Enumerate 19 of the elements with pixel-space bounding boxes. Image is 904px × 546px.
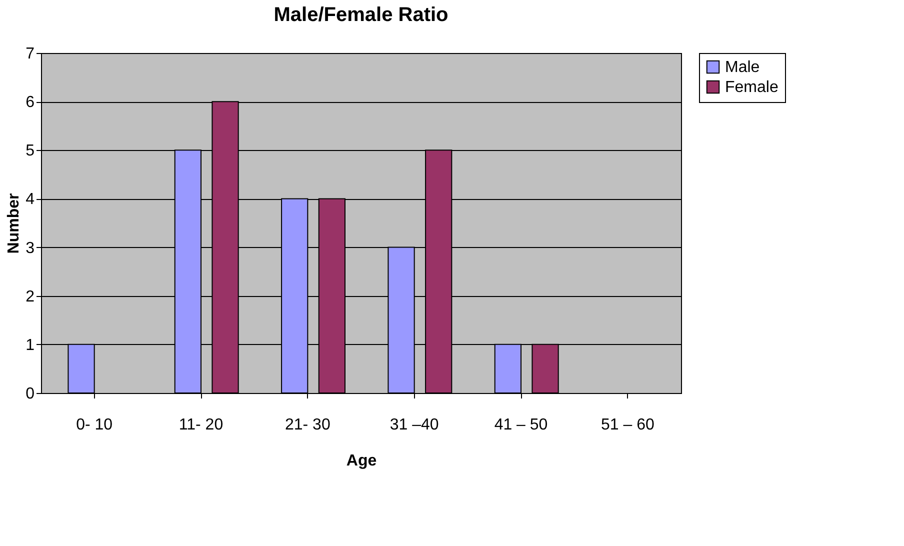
x-tick-label: 41 – 50	[494, 416, 548, 434]
y-tick-label: 5	[26, 142, 35, 160]
y-tick-label: 1	[26, 336, 35, 354]
x-tick-label: 11- 20	[178, 416, 224, 434]
y-tick-label: 4	[26, 191, 35, 208]
x-axis-title: Age	[346, 452, 377, 470]
x-tick-label: 0- 10	[76, 416, 113, 434]
y-tick-label: 2	[26, 288, 35, 306]
x-tick-label: 51 – 60	[600, 416, 654, 434]
chart-title: Male/Female Ratio	[274, 4, 448, 26]
y-tick-label: 6	[26, 94, 35, 112]
y-tick-label: 3	[26, 240, 35, 257]
y-tick-label: 0	[26, 386, 35, 402]
y-tick-label: 7	[26, 46, 35, 62]
x-tick-label: 31 –40	[390, 416, 439, 434]
legend-label: Male	[725, 59, 760, 76]
x-tick-label: 21- 30	[284, 416, 330, 434]
y-axis-title: Number	[6, 193, 23, 254]
legend-label: Female	[725, 79, 778, 96]
